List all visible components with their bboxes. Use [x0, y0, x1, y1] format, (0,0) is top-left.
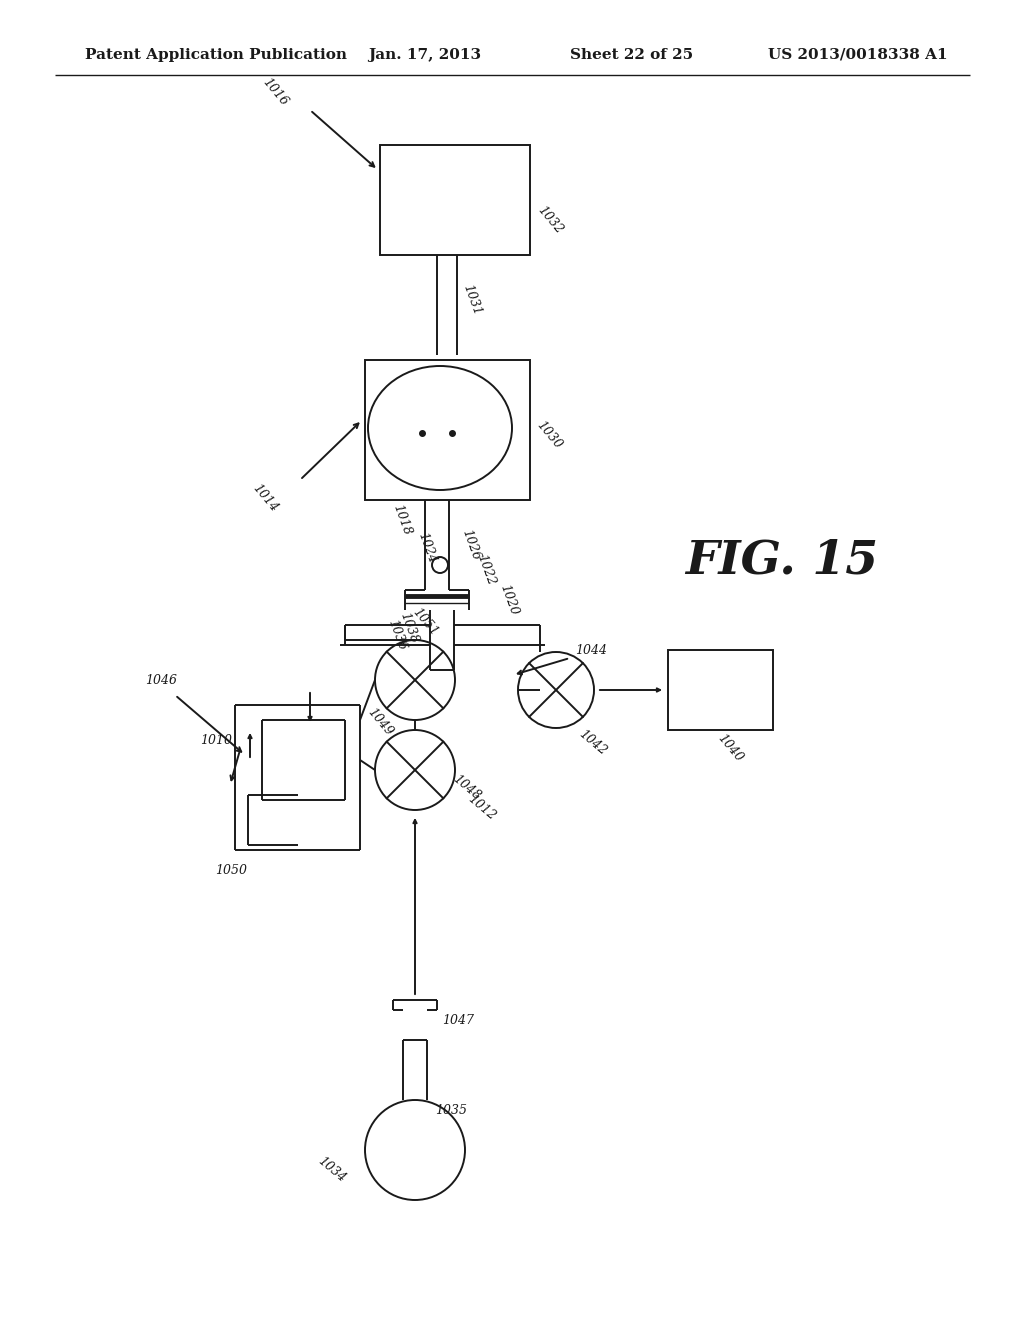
Text: 1040: 1040	[715, 731, 745, 764]
Text: 1024: 1024	[415, 531, 438, 565]
Text: 1031: 1031	[460, 282, 483, 317]
Circle shape	[375, 640, 455, 719]
Circle shape	[375, 730, 455, 810]
Text: 1035: 1035	[435, 1104, 467, 1117]
Text: Patent Application Publication: Patent Application Publication	[85, 48, 347, 62]
Text: 1050: 1050	[215, 863, 247, 876]
Text: FIG. 15: FIG. 15	[685, 537, 879, 583]
Text: 1016: 1016	[260, 75, 291, 108]
Text: 1014: 1014	[250, 482, 281, 515]
Text: 1044: 1044	[575, 644, 607, 656]
Text: 1026: 1026	[459, 528, 482, 562]
Circle shape	[518, 652, 594, 729]
Text: 1051: 1051	[410, 606, 440, 639]
Bar	[365, 360, 529, 500]
Text: 1049: 1049	[365, 706, 395, 738]
Text: 1038: 1038	[397, 611, 420, 645]
Circle shape	[365, 1100, 465, 1200]
Text: 1018: 1018	[390, 503, 413, 537]
Text: 1036: 1036	[385, 618, 409, 652]
Text: 1012: 1012	[465, 793, 498, 824]
Text: Jan. 17, 2013: Jan. 17, 2013	[368, 48, 481, 62]
Text: 1020: 1020	[497, 582, 520, 618]
Text: 1042: 1042	[575, 727, 609, 758]
Text: 1046: 1046	[145, 673, 177, 686]
Bar	[380, 145, 530, 255]
Text: 1048: 1048	[450, 772, 483, 804]
Text: US 2013/0018338 A1: US 2013/0018338 A1	[768, 48, 947, 62]
Text: 1047: 1047	[442, 1014, 474, 1027]
Text: 1030: 1030	[534, 418, 564, 451]
Circle shape	[432, 557, 449, 573]
Text: 1034: 1034	[315, 1155, 348, 1185]
Text: 1022: 1022	[474, 553, 498, 587]
Text: Sheet 22 of 25: Sheet 22 of 25	[570, 48, 693, 62]
Text: 1010: 1010	[200, 734, 232, 747]
Bar	[668, 649, 772, 730]
Text: 1032: 1032	[535, 203, 565, 236]
